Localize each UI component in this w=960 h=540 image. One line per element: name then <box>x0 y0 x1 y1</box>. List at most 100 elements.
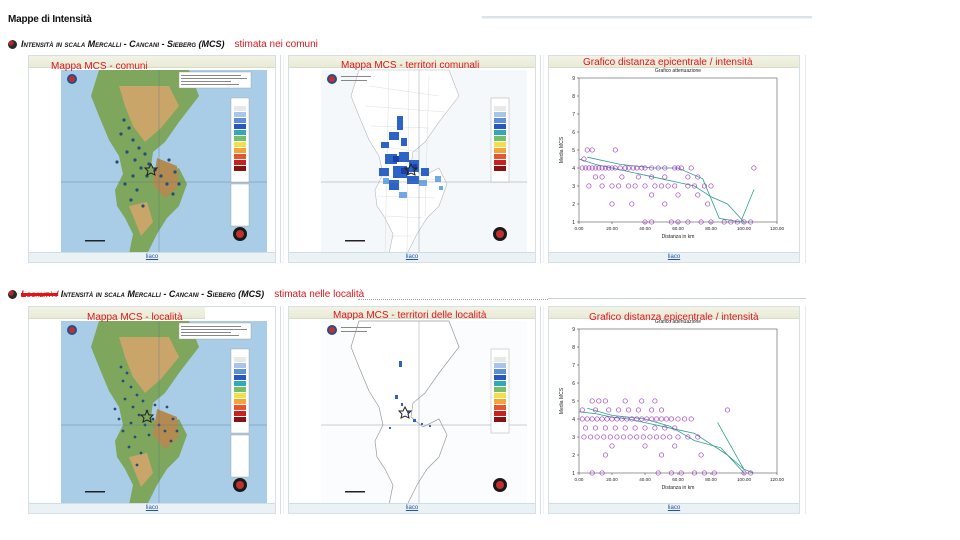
y-tick-label: 7 <box>572 112 575 118</box>
section-title-wrap: Località / Intensità in scala Mercalli -… <box>21 289 264 299</box>
x-tick-label: 100.00 <box>737 477 751 482</box>
data-point <box>685 183 691 189</box>
data-point <box>592 174 599 180</box>
data-point <box>672 165 678 171</box>
y-tick-label: 7 <box>572 363 575 369</box>
data-point <box>675 219 681 225</box>
data-point <box>655 470 661 476</box>
column-divider <box>540 306 544 514</box>
data-point <box>579 165 585 171</box>
column-divider <box>280 55 284 263</box>
data-point <box>635 407 641 413</box>
data-point <box>614 416 620 422</box>
data-point <box>639 416 645 422</box>
map-territori-comunali-image[interactable] <box>289 56 537 264</box>
data-point <box>691 470 698 476</box>
data-point <box>599 174 605 180</box>
panel-header <box>549 56 799 68</box>
data-point <box>622 165 628 171</box>
data-point <box>609 443 615 449</box>
data-point <box>705 201 711 207</box>
data-point <box>616 183 622 189</box>
data-point <box>579 407 585 413</box>
attenuation-chart[interactable]: Grafico attenuazione 1 2 3 4 5 6 7 8 9 0.00 20.00 40… <box>549 307 801 515</box>
panel-footer: liaco <box>29 503 275 513</box>
x-tick-label: 20.00 <box>606 477 618 482</box>
data-point <box>708 219 714 225</box>
map-localita-image[interactable] <box>29 307 277 515</box>
data-point <box>619 174 625 180</box>
data-point <box>649 165 655 171</box>
map-territori-localita-image[interactable] <box>289 307 537 515</box>
panel-map-localita: liaco Mappa MCS - località <box>28 306 276 514</box>
data-point <box>698 452 704 458</box>
data-point <box>649 407 655 413</box>
section-rule <box>548 298 806 299</box>
data-point <box>652 183 658 189</box>
y-tick-label: 8 <box>572 94 575 100</box>
download-link[interactable]: liaco <box>145 254 159 260</box>
panel-caption: Mappa MCS - comuni <box>51 61 148 72</box>
map-comuni-image[interactable] <box>29 56 277 264</box>
download-link[interactable]: liaco <box>667 254 681 260</box>
chart-title: Grafico attenuazione <box>655 68 701 74</box>
data-point <box>627 434 633 440</box>
data-point <box>649 174 655 180</box>
data-point <box>698 219 704 225</box>
section-title: Intensità in scala Mercalli - Cancani - … <box>60 289 265 299</box>
data-point <box>652 425 658 431</box>
data-point <box>682 416 688 422</box>
y-tick-label: 5 <box>572 399 575 405</box>
download-link[interactable]: liaco <box>667 505 681 511</box>
data-point <box>658 416 665 422</box>
data-point <box>741 470 747 476</box>
y-tick-label: 1 <box>572 471 575 477</box>
data-point <box>594 416 600 422</box>
data-point <box>632 425 638 431</box>
data-point <box>708 183 714 189</box>
section-subtitle: stimata nei comuni <box>234 38 318 50</box>
data-point <box>721 219 727 225</box>
panel-caption: Grafico distanza epicentrale / intensità <box>583 57 753 68</box>
data-point <box>642 425 648 431</box>
data-point <box>642 165 648 171</box>
download-link[interactable]: liaco <box>145 505 159 511</box>
top-divider <box>482 16 812 18</box>
x-tick-label: 60.00 <box>672 226 684 231</box>
data-point <box>672 183 678 189</box>
data-point <box>599 165 605 171</box>
data-point <box>609 416 615 422</box>
data-point <box>668 470 674 476</box>
x-tick-label: 80.00 <box>705 477 717 482</box>
data-point <box>602 425 608 431</box>
data-point <box>662 165 668 171</box>
y-tick-label: 4 <box>572 417 575 423</box>
data-point <box>642 183 648 189</box>
data-point <box>695 192 701 198</box>
x-axis-label: Distanza in km <box>662 485 695 491</box>
data-point <box>589 398 595 404</box>
data-point <box>741 219 747 225</box>
attenuation-chart[interactable]: Grafico attenuazione 1 2 3 4 5 6 7 8 9 0.00 20.00 40… <box>549 56 801 264</box>
data-point <box>599 183 605 189</box>
data-point <box>734 219 740 225</box>
data-point <box>654 416 660 422</box>
panel-footer: liaco <box>549 503 799 513</box>
x-tick-label: 0.00 <box>575 477 584 482</box>
struck-prefix: Località / <box>21 289 59 299</box>
data-point <box>606 165 612 171</box>
data-point <box>663 416 670 422</box>
data-point <box>639 165 645 171</box>
data-point <box>583 425 589 431</box>
data-point <box>599 470 605 476</box>
panel-map-territori-localita: liaco Mappa MCS - territori delle locali… <box>288 306 536 514</box>
data-point <box>695 434 701 440</box>
data-point <box>642 219 648 225</box>
data-point <box>644 416 650 422</box>
panel-caption: Grafico distanza epicentrale / intensità <box>589 312 759 323</box>
panel-header <box>29 307 205 319</box>
download-link[interactable]: liaco <box>405 254 419 260</box>
download-link[interactable]: liaco <box>405 505 419 511</box>
section-bullet-icon <box>8 39 17 49</box>
data-point <box>624 416 630 422</box>
